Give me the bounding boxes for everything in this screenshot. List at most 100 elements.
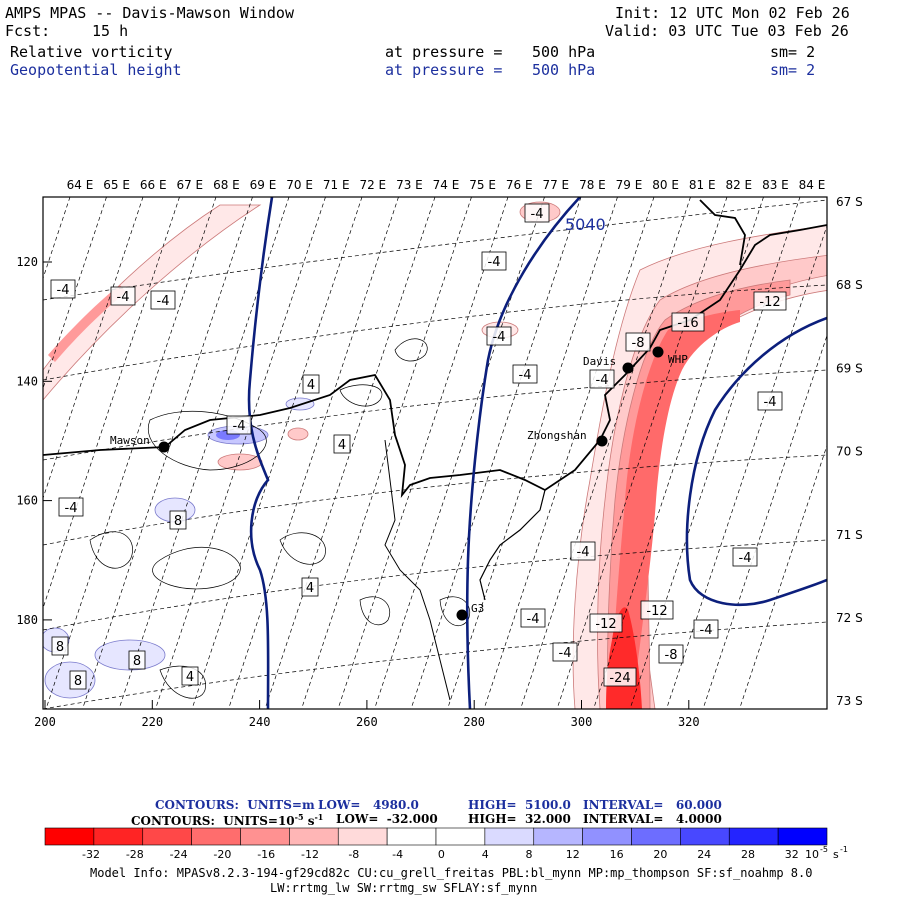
smoothing-2: sm= 2: [770, 61, 816, 79]
colorbar-tick-label: -20: [213, 848, 231, 861]
vorticity-contour-units-label: CONTOURS: UNITS=10: [131, 814, 295, 828]
colorbar-tick-label: -4: [392, 848, 403, 861]
latitude-label: 68 S: [836, 278, 863, 292]
y-tick-label: 180: [16, 613, 38, 627]
model-info-line2: LW:rrtmg_lw SW:rrtmg_sw SFLAY:sf_mynn: [270, 881, 538, 895]
colorbar-tick-label: 28: [741, 848, 755, 861]
station-mawson: Mawson: [110, 434, 170, 453]
forecast-value: 15 h: [92, 22, 129, 40]
colorbar-segment: [93, 827, 144, 846]
colorbar-tick-label: -12: [301, 848, 319, 861]
longitude-label: 74 E: [433, 178, 460, 192]
y-tick-label: 120: [16, 255, 38, 269]
svg-text:8: 8: [56, 640, 64, 655]
vorticity-contour-units: CONTOURS: UNITS=10-5 s-1: [131, 812, 324, 828]
station-g3: G3: [456, 602, 484, 621]
colorbar-tick-label: 24: [697, 848, 711, 861]
longitude-label: 72 E: [359, 178, 386, 192]
svg-text:-4: -4: [527, 612, 540, 627]
colorbar: -32 -28 -24 -20 -16 -12 -8 -4 0 4 8 12 16 20 24 28 32 10-…: [44, 827, 848, 861]
field-vorticity: Relative vorticity: [10, 43, 173, 61]
colorbar-tick-label: 4: [482, 848, 489, 861]
contour-label: -4: [226, 415, 252, 435]
colorbar-tick-label: -16: [257, 848, 275, 861]
vorticity-fill-nw-core: [48, 285, 126, 362]
svg-text:-4: -4: [531, 207, 544, 222]
longitude-label: 80 E: [652, 178, 679, 192]
svg-text:-4: -4: [764, 395, 777, 410]
svg-text:-12: -12: [759, 295, 780, 310]
contour-label: 4: [301, 577, 319, 597]
longitude-label: 65 E: [103, 178, 130, 192]
contour-label: 8: [69, 670, 87, 690]
longitude-label: 77 E: [542, 178, 569, 192]
colorbar-unit-s: s: [833, 848, 839, 861]
svg-text:-4: -4: [739, 551, 752, 566]
longitude-label: 68 E: [213, 178, 240, 192]
contour-label: -4: [50, 279, 76, 299]
colorbar-segment: [631, 827, 681, 846]
vorticity-contour: [339, 384, 383, 407]
colorbar-segment: [289, 827, 339, 846]
height-contour-east: [685, 316, 827, 607]
colorbar-segment: [435, 827, 486, 846]
contour-label: 4: [181, 666, 199, 686]
svg-text:-4: -4: [57, 283, 70, 298]
contour-label: 8: [128, 650, 146, 670]
height-contour-label: 5040: [565, 215, 606, 234]
station-label: Zhongshan: [527, 429, 587, 442]
vorticity-blob: [217, 453, 263, 471]
colorbar-segment: [484, 827, 535, 846]
longitude-labels: 64 E 65 E 66 E 67 E 68 E 69 E 70 E 71 E 72 E 73 E…: [67, 178, 826, 192]
longitude-label: 64 E: [67, 178, 94, 192]
svg-text:-4: -4: [596, 373, 609, 388]
svg-text:-12: -12: [595, 617, 616, 632]
colorbar-segment: [44, 827, 95, 846]
height-contour-units: CONTOURS: UNITS=m: [155, 798, 315, 812]
latitude-label: 70 S: [836, 445, 863, 459]
longitude-label: 82 E: [725, 178, 752, 192]
colorbar-tick-label: -32: [82, 848, 100, 861]
contour-label: -12: [589, 613, 623, 633]
x-tick-label: 320: [678, 715, 700, 729]
latitude-label: 73 S: [836, 694, 863, 708]
contour-label: -8: [625, 332, 651, 352]
contour-label: -4: [570, 541, 596, 561]
colorbar-segment: [240, 827, 290, 846]
longitude-label: 73 E: [396, 178, 423, 192]
contour-label: 8: [169, 510, 187, 530]
colorbar-tick-label: 20: [653, 848, 667, 861]
longitude-label: 78 E: [579, 178, 606, 192]
station-label: WHP: [668, 353, 688, 366]
station-zhongshan: Zhongshan: [527, 429, 608, 447]
vorticity-contour: [359, 596, 390, 626]
station-davis: Davis: [583, 355, 634, 374]
pressure-value-2: 500 hPa: [532, 61, 596, 79]
contour-label: -4: [552, 642, 578, 662]
y-tick-label: 160: [16, 494, 38, 508]
valid-time: Valid: 03 UTC Tue 03 Feb 26: [605, 22, 849, 40]
svg-text:8: 8: [74, 674, 82, 689]
contour-label: -16: [671, 312, 705, 332]
colorbar-tick-label: -28: [126, 848, 144, 861]
longitude-label: 76 E: [506, 178, 533, 192]
contour-label: -4: [486, 326, 512, 346]
contour-label: -4: [732, 547, 758, 567]
colorbar-segment: [728, 827, 779, 846]
colorbar-segment: [777, 827, 828, 846]
svg-text:-4: -4: [700, 623, 713, 638]
svg-text:4: 4: [338, 438, 346, 453]
x-axis-ticks: 200 220 240 260 280 300 320: [34, 700, 700, 729]
colorbar-segment: [582, 827, 632, 846]
latitude-label: 71 S: [836, 528, 863, 542]
svg-text:-4: -4: [559, 646, 572, 661]
svg-text:8: 8: [174, 514, 182, 529]
vorticity-contour: [279, 532, 326, 565]
contour-label: -24: [603, 667, 637, 687]
colorbar-segment: [142, 827, 192, 846]
colorbar-tick-label: 12: [566, 848, 580, 861]
longitude-label: 84 E: [799, 178, 826, 192]
svg-text:-24: -24: [609, 671, 630, 686]
contour-label: 8: [51, 636, 69, 656]
